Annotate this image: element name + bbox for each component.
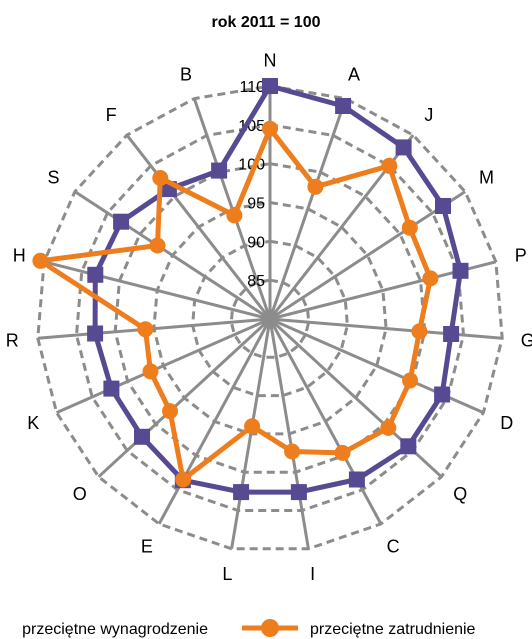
- grid-ring-85: [229, 278, 311, 359]
- data-point-R: [87, 325, 104, 342]
- data-point-J: [395, 139, 412, 156]
- grid-ring-95: [152, 200, 388, 436]
- grid-ring-110: [36, 84, 504, 551]
- data-point-I: [290, 484, 307, 501]
- data-point-N: [262, 120, 278, 137]
- data-point-C: [334, 444, 351, 461]
- legend-item-employment: przeciętne zatrudnienie: [242, 619, 476, 638]
- legend: przeciętne wynagrodzenie przeciętne zatr…: [22, 619, 476, 638]
- legend-label-employment: przeciętne zatrudnienie: [310, 621, 476, 638]
- data-point-D: [434, 386, 451, 403]
- category-label-D: D: [500, 413, 513, 433]
- data-point-L: [233, 484, 250, 501]
- data-point-K: [103, 380, 120, 397]
- category-label-N: N: [264, 50, 277, 70]
- series-line: [37, 126, 433, 482]
- category-label-L: L: [222, 564, 232, 584]
- category-label-B: B: [180, 64, 192, 84]
- chart-title: rok 2011 = 100: [212, 14, 321, 31]
- tick-label-110: 110: [239, 79, 265, 96]
- data-point-B: [211, 162, 228, 179]
- category-label-G: G: [521, 330, 532, 350]
- category-label-Q: Q: [453, 484, 467, 504]
- category-label-K: K: [27, 413, 39, 433]
- tick-label-85: 85: [247, 273, 265, 290]
- tick-label-95: 95: [247, 196, 265, 213]
- data-point-H: [87, 266, 104, 283]
- category-label-F: F: [106, 105, 117, 125]
- category-label-M: M: [479, 168, 494, 188]
- data-point-S: [113, 213, 130, 230]
- category-label-H: H: [13, 246, 26, 266]
- data-point-E: [175, 471, 192, 488]
- data-point-L: [244, 418, 261, 435]
- data-point-C: [348, 471, 365, 488]
- category-labels: N A J M P G D Q C I L E O K R H S F B: [6, 50, 532, 584]
- data-point-D: [402, 372, 419, 389]
- spoke-A: [268, 98, 348, 320]
- category-label-S: S: [47, 168, 59, 188]
- data-point-B: [226, 207, 243, 224]
- data-point-M: [401, 219, 418, 236]
- category-label-C: C: [387, 537, 400, 557]
- radar-grid: [36, 84, 504, 551]
- category-label-O: O: [73, 484, 87, 504]
- legend-label-wages: przeciętne wynagrodzenie: [22, 621, 208, 638]
- data-point-M: [435, 198, 451, 214]
- category-label-R: R: [6, 330, 19, 350]
- legend-item-wages: przeciętne wynagrodzenie: [22, 621, 208, 638]
- data-point-A: [335, 98, 352, 114]
- category-label-P: P: [515, 246, 527, 266]
- grid-ring-105: [74, 123, 466, 512]
- data-point-O: [162, 403, 178, 420]
- data-series: [32, 78, 469, 501]
- category-label-E: E: [141, 537, 153, 557]
- series-employment: [32, 120, 439, 488]
- series-line: [92, 83, 463, 495]
- legend-marker-employment: [261, 619, 279, 637]
- data-point-N: [262, 78, 278, 94]
- data-point-J: [381, 157, 398, 174]
- data-point-I: [284, 443, 301, 460]
- data-point-F: [152, 170, 169, 186]
- data-point-K: [142, 363, 159, 380]
- data-point-O: [134, 428, 150, 445]
- data-point-H: [32, 252, 49, 269]
- data-point-Q: [400, 438, 417, 455]
- category-label-I: I: [310, 564, 315, 584]
- data-point-P: [452, 262, 469, 279]
- spoke-M: [269, 190, 466, 321]
- data-point-R: [137, 321, 154, 338]
- data-point-S: [149, 237, 166, 254]
- grid-ring-100: [113, 162, 427, 474]
- data-point-P: [422, 270, 439, 287]
- data-point-G: [443, 326, 460, 342]
- grid-ring-90: [191, 239, 349, 398]
- data-point-A: [307, 178, 324, 195]
- data-point-G: [411, 323, 428, 340]
- tick-label-90: 90: [247, 234, 265, 251]
- category-label-A: A: [348, 64, 360, 84]
- data-point-Q: [380, 419, 397, 436]
- category-label-J: J: [424, 105, 433, 125]
